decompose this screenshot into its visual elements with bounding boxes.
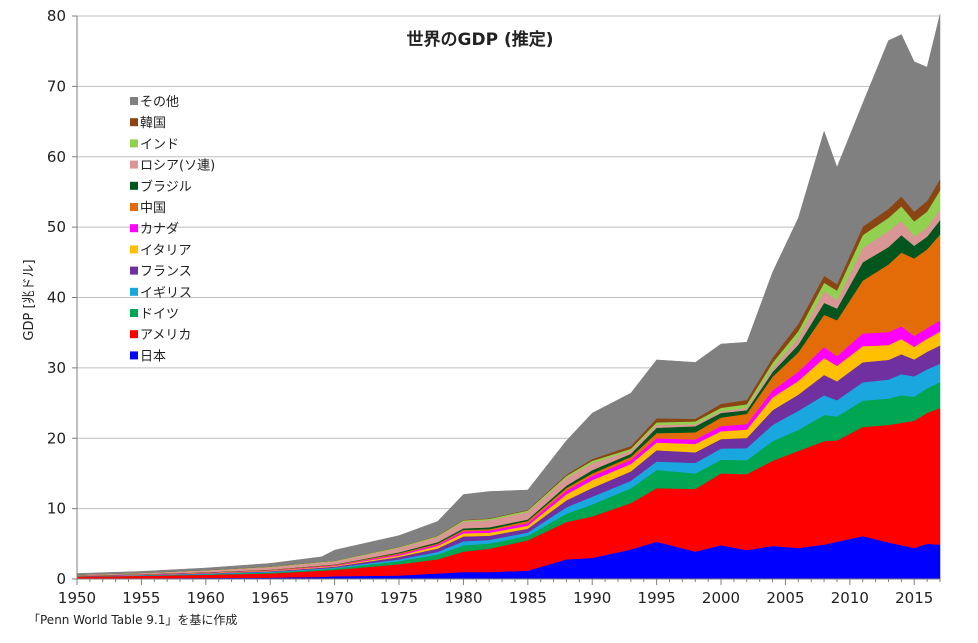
legend-swatch bbox=[130, 266, 138, 275]
x-tick-label: 2005 bbox=[766, 589, 804, 607]
legend-label: アメリカ bbox=[140, 328, 191, 343]
legend-swatch bbox=[130, 245, 138, 254]
series-area-12 bbox=[76, 14, 941, 575]
gridlines bbox=[77, 15, 940, 510]
axes bbox=[72, 15, 941, 585]
x-tick-label: 1950 bbox=[58, 589, 96, 607]
x-tick-label: 1970 bbox=[316, 589, 354, 607]
legend-swatch bbox=[130, 181, 138, 190]
x-tick-label: 1955 bbox=[122, 589, 160, 607]
legend-label: 韓国 bbox=[140, 116, 166, 131]
y-tick-label: 50 bbox=[47, 218, 66, 236]
x-tick-labels: 1950 1955 1960 1965 1970 1975 1980 1985 1990 1995… bbox=[58, 589, 933, 607]
y-tick-label: 60 bbox=[47, 148, 66, 166]
legend-swatch bbox=[130, 287, 138, 296]
legend-swatch bbox=[130, 139, 138, 148]
x-tick-label: 1980 bbox=[444, 589, 482, 607]
legend-label: カナダ bbox=[140, 222, 179, 237]
legend-label: 日本 bbox=[140, 349, 166, 364]
x-tick-label: 1995 bbox=[638, 589, 676, 607]
x-tick-label: 2000 bbox=[702, 589, 740, 607]
x-tick-label: 1985 bbox=[509, 589, 547, 607]
legend-swatch bbox=[130, 309, 138, 317]
legend-swatch bbox=[130, 160, 138, 169]
chart-title: 世界のGDP (推定) bbox=[407, 29, 554, 50]
y-tick-label: 70 bbox=[47, 77, 66, 95]
y-axis-title: GDP [兆ドル] bbox=[22, 259, 37, 340]
y-tick-label: 40 bbox=[47, 289, 66, 307]
x-tick-label: 1990 bbox=[573, 589, 611, 607]
y-tick-label: 0 bbox=[56, 570, 66, 588]
legend-label: イギリス bbox=[140, 286, 192, 301]
legend-swatch bbox=[130, 118, 138, 127]
x-tick-label: 1965 bbox=[251, 589, 289, 607]
y-tick-labels: 0 10 20 30 40 50 60 70 80 bbox=[47, 7, 66, 588]
legend-swatch bbox=[130, 203, 138, 211]
y-tick-label: 10 bbox=[47, 500, 66, 518]
x-tick-label: 2010 bbox=[831, 589, 869, 607]
x-tick-label: 2015 bbox=[895, 589, 933, 607]
legend-label: インド bbox=[140, 137, 179, 152]
legend-swatch bbox=[130, 97, 138, 105]
legend-label: フランス bbox=[140, 265, 192, 280]
legend-swatch bbox=[130, 330, 138, 339]
y-tick-label: 30 bbox=[47, 359, 66, 377]
legend-label: ドイツ bbox=[140, 307, 179, 322]
x-tick-label: 1960 bbox=[187, 589, 225, 607]
y-tick-label: 20 bbox=[47, 429, 66, 447]
legend-swatch bbox=[130, 351, 138, 360]
legend-label: ロシア(ソ連) bbox=[140, 159, 215, 174]
source-note: 「Penn World Table 9.1」を基に作成 bbox=[28, 613, 237, 627]
legend-swatch bbox=[130, 224, 138, 233]
legend-label: その他 bbox=[140, 95, 179, 110]
legend-label: イタリア bbox=[140, 243, 191, 258]
x-tick-label: 1975 bbox=[380, 589, 418, 607]
legend-label: ブラジル bbox=[140, 179, 192, 195]
legend-label: 中国 bbox=[140, 201, 166, 216]
y-tick-label: 80 bbox=[47, 7, 66, 25]
